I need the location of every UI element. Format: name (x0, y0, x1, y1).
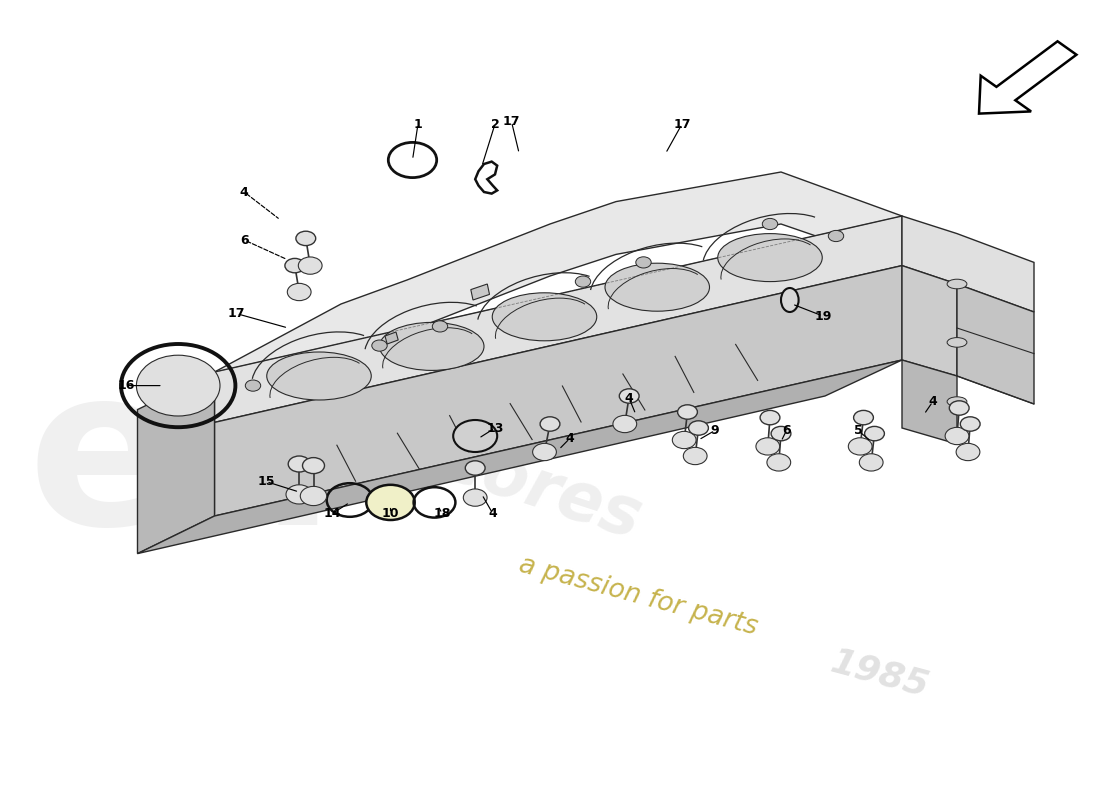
Ellipse shape (947, 279, 967, 289)
Circle shape (465, 461, 485, 475)
Ellipse shape (781, 288, 799, 312)
Circle shape (372, 340, 387, 351)
Circle shape (848, 438, 872, 455)
Circle shape (540, 417, 560, 431)
Polygon shape (214, 266, 902, 516)
Text: 10: 10 (382, 507, 399, 520)
Ellipse shape (947, 338, 967, 347)
Circle shape (683, 447, 707, 465)
Circle shape (532, 443, 557, 461)
Circle shape (287, 283, 311, 301)
Text: 17: 17 (503, 115, 520, 128)
Text: 4: 4 (625, 392, 634, 405)
Ellipse shape (605, 263, 710, 311)
Text: 4: 4 (928, 395, 937, 408)
Ellipse shape (379, 322, 484, 370)
Circle shape (298, 257, 322, 274)
Text: 6: 6 (782, 424, 791, 437)
Text: 16: 16 (118, 379, 135, 392)
Polygon shape (902, 360, 957, 444)
Circle shape (453, 420, 497, 452)
Circle shape (366, 485, 415, 520)
Circle shape (613, 415, 637, 433)
Circle shape (288, 456, 310, 472)
Circle shape (767, 454, 791, 471)
Polygon shape (979, 42, 1077, 114)
Circle shape (828, 230, 844, 242)
Ellipse shape (493, 293, 596, 341)
Text: 6: 6 (240, 234, 249, 246)
Circle shape (463, 489, 487, 506)
Circle shape (286, 485, 312, 504)
Circle shape (756, 438, 780, 455)
Polygon shape (214, 216, 902, 422)
Circle shape (136, 355, 220, 416)
Text: 18: 18 (433, 507, 451, 520)
Text: 15: 15 (257, 475, 275, 488)
Text: 19: 19 (814, 310, 832, 322)
Polygon shape (471, 284, 490, 300)
Polygon shape (138, 360, 902, 554)
Circle shape (285, 258, 305, 273)
Circle shape (245, 380, 261, 391)
Circle shape (949, 401, 969, 415)
Circle shape (945, 427, 969, 445)
Circle shape (672, 431, 696, 449)
Circle shape (960, 417, 980, 431)
Circle shape (762, 218, 778, 230)
Text: 9: 9 (711, 424, 719, 437)
Ellipse shape (947, 397, 967, 406)
Text: 4: 4 (240, 186, 249, 198)
Circle shape (760, 410, 780, 425)
Circle shape (865, 426, 884, 441)
Polygon shape (902, 216, 1034, 312)
Circle shape (771, 426, 791, 441)
Ellipse shape (266, 352, 372, 400)
Circle shape (432, 321, 448, 332)
Ellipse shape (717, 234, 823, 282)
Text: eurocores: eurocores (274, 374, 650, 554)
Polygon shape (902, 266, 957, 376)
Polygon shape (385, 332, 398, 344)
Circle shape (302, 458, 324, 474)
Circle shape (636, 257, 651, 268)
Text: 4: 4 (488, 507, 497, 520)
Circle shape (854, 410, 873, 425)
Text: eu: eu (28, 357, 337, 571)
Polygon shape (138, 372, 214, 554)
Polygon shape (214, 172, 902, 422)
Circle shape (300, 486, 327, 506)
Text: 13: 13 (486, 422, 504, 434)
Circle shape (575, 276, 591, 287)
Text: 5: 5 (854, 424, 862, 437)
Text: 17: 17 (673, 118, 691, 130)
Circle shape (689, 421, 708, 435)
Circle shape (619, 389, 639, 403)
Circle shape (956, 443, 980, 461)
Circle shape (859, 454, 883, 471)
Text: 17: 17 (228, 307, 245, 320)
Text: 2: 2 (491, 118, 499, 130)
Polygon shape (957, 284, 1034, 404)
Circle shape (296, 231, 316, 246)
Text: 1: 1 (414, 118, 422, 130)
Text: 4: 4 (565, 432, 574, 445)
Text: 14: 14 (323, 507, 341, 520)
Text: 1985: 1985 (827, 644, 933, 703)
Circle shape (678, 405, 697, 419)
Text: a passion for parts: a passion for parts (516, 552, 760, 640)
